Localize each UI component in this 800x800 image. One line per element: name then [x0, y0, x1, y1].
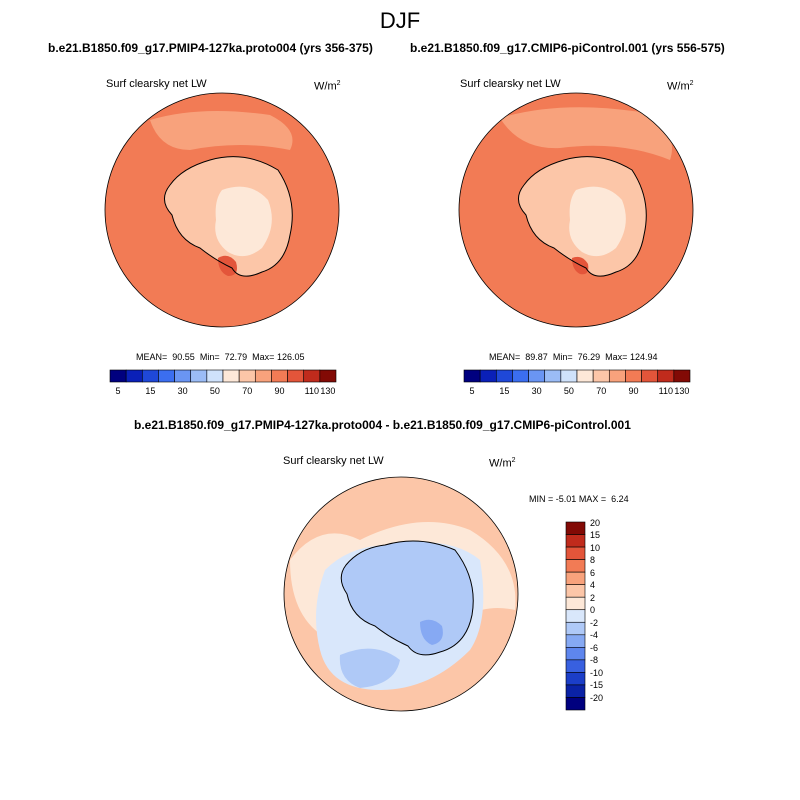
colorbar-tick-label: 30 — [531, 386, 542, 396]
panel-2-run-title: b.e21.B1850.f09_g17.CMIP6-piControl.001 … — [410, 41, 725, 55]
diff-coastline — [340, 540, 474, 656]
diff-colorbar-swatch — [565, 546, 586, 560]
diff-colorbar — [565, 521, 586, 711]
diff-colorbar-tick-label: -4 — [590, 630, 599, 641]
diff-colorbar-swatch — [565, 634, 586, 648]
diff-colorbar-swatch — [565, 684, 586, 698]
diff-colorbar-swatch — [565, 534, 586, 548]
colorbar-tick-label: 15 — [145, 386, 156, 396]
diff-colorbar-swatch — [565, 697, 586, 711]
diff-colorbar-tick-label: -10 — [590, 667, 604, 678]
colorbar-tick-label: 50 — [209, 386, 220, 396]
diff-colorbar-swatch — [565, 596, 586, 611]
diff-colorbar-swatch — [565, 659, 586, 673]
diff-colorbar-tick-label: 0 — [590, 605, 596, 616]
panel-2-coastline — [518, 156, 647, 277]
colorbar-tick-label: 30 — [177, 386, 188, 396]
diff-colorbar-tick-label: 10 — [590, 542, 601, 553]
colorbar-swatch — [319, 369, 337, 383]
colorbar-swatch — [673, 369, 691, 383]
panel-1-stats: MEAN= 90.55 Min= 72.79 Max= 126.05 — [136, 352, 305, 362]
diff-colorbar-tick-label: -6 — [590, 642, 599, 653]
diff-colorbar-tick-label: 6 — [590, 567, 596, 578]
diff-ocean-cool-patch — [339, 648, 400, 688]
diff-panel-title: b.e21.B1850.f09_g17.PMIP4-127ka.proto004… — [134, 418, 631, 432]
panel-1-run-title: b.e21.B1850.f09_g17.PMIP4-127ka.proto004… — [48, 41, 373, 55]
colorbar-tick-label: 70 — [596, 386, 607, 396]
diff-colorbar-tick-label: 2 — [590, 592, 596, 603]
panel-1-units: W/m2 — [314, 80, 341, 93]
colorbar-tick-label: 5 — [115, 386, 121, 396]
colorbar-tick-label: 110 — [304, 386, 319, 396]
diff-colorbar-tick-label: 15 — [590, 530, 601, 541]
panel-2-ocean-light-band — [500, 107, 672, 160]
diff-colorbar-tick-label: -20 — [590, 693, 604, 703]
panel-2-units: W/m2 — [667, 80, 694, 93]
diff-colorbar-swatch — [565, 521, 586, 535]
colorbar-tick-label: 130 — [674, 386, 690, 396]
diff-colorbar-swatch — [565, 621, 586, 636]
diff-colorbar-tick-label: 8 — [590, 555, 596, 566]
diff-colorbar-swatch — [565, 559, 586, 573]
season-title: DJF — [379, 8, 421, 33]
diff-colorbar-swatch — [565, 584, 586, 598]
colorbar-tick-label: 5 — [469, 386, 475, 396]
panel-1-coastline — [164, 156, 293, 277]
diff-panel-stats: MIN = -5.01 MAX = 6.24 — [529, 494, 629, 504]
panel-1-variable-label: Surf clearsky net LW — [106, 78, 207, 90]
diff-colorbar-tick-label: -15 — [590, 680, 604, 691]
colorbar-tick-label: 15 — [499, 386, 510, 396]
colorbar-tick-label: 90 — [628, 386, 639, 396]
panel-2-stats: MEAN= 89.87 Min= 76.29 Max= 124.94 — [489, 352, 658, 362]
diff-colorbar-tick-label: -8 — [590, 655, 599, 666]
diff-colorbar-swatch — [565, 571, 586, 585]
diff-deep-cooling-spot — [420, 619, 443, 645]
diff-colorbar-tick-label: 20 — [590, 517, 601, 528]
diff-panel-variable-label: Surf clearsky net LW — [283, 455, 384, 467]
colorbar-tick-label: 130 — [320, 386, 336, 396]
panel-2-antarctica-interior — [569, 186, 626, 257]
colorbar-tick-label: 70 — [242, 386, 253, 396]
panel-2-colorbar — [463, 369, 691, 383]
diff-colorbar-swatch — [565, 647, 586, 661]
diff-colorbar-swatch — [565, 672, 586, 686]
colorbar-tick-label: 90 — [274, 386, 285, 396]
panel-1-colorbar — [109, 369, 337, 383]
diff-panel-units: W/m2 — [489, 457, 516, 470]
colorbar-tick-label: 110 — [658, 386, 673, 396]
diff-colorbar-swatch — [565, 609, 586, 623]
panel-1-ocean-light-band — [150, 111, 293, 150]
colorbar-tick-label: 50 — [563, 386, 574, 396]
diff-colorbar-tick-label: -2 — [590, 617, 599, 628]
diff-colorbar-tick-label: 4 — [590, 580, 596, 591]
panel-1-antarctica-interior — [215, 186, 272, 257]
panel-2-variable-label: Surf clearsky net LW — [460, 78, 561, 90]
